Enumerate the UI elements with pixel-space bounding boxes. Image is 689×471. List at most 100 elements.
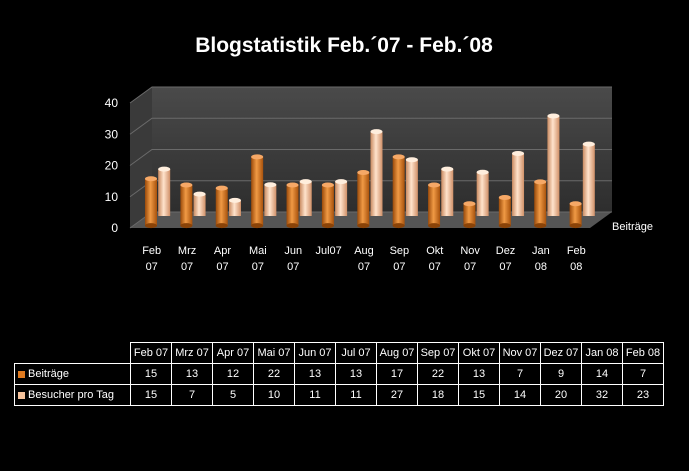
bar-beitraege	[286, 182, 299, 229]
table-header-cell: Apr 07	[212, 342, 254, 364]
table-cell: 13	[294, 363, 336, 385]
table-cell: 13	[458, 363, 500, 385]
table-cell: 9	[540, 363, 582, 385]
bar-besucher	[299, 179, 312, 216]
bar-beitraege	[321, 182, 334, 229]
x-tick-label: Mai 07	[249, 245, 267, 273]
y-axis-ticks: 0 10 20 30 40	[105, 96, 119, 235]
table-cell: 7	[622, 363, 664, 385]
table-corner	[15, 343, 131, 364]
series-label: Beiträge	[14, 363, 131, 385]
x-tick-label: Dez 07	[496, 245, 516, 273]
table-cell: 17	[376, 363, 418, 385]
table-header-cell: Jun 07	[294, 342, 336, 364]
bars	[144, 113, 595, 229]
table-header-cell: Mrz 07	[171, 342, 213, 364]
table-header-cell: Dez 07	[540, 342, 582, 364]
table-header-cell: Mai 07	[253, 342, 295, 364]
bar-besucher	[405, 157, 418, 216]
depth-axis-label: Beiträge	[612, 221, 653, 233]
table-header-cell: Jul 07	[335, 342, 377, 364]
table-row: Besucher pro Tag 15 7 5 10 11 11 27 18 15 14 20 32 23	[14, 384, 664, 406]
bar-beitraege	[569, 201, 582, 229]
table-header-cell: Okt 07	[458, 342, 500, 364]
bar-beitraege	[534, 179, 547, 229]
bar-beitraege	[180, 182, 193, 229]
table-cell: 23	[622, 384, 664, 406]
x-tick-label: Jun 07	[284, 245, 302, 273]
series-label: Besucher pro Tag	[14, 384, 131, 406]
bar-beitraege	[215, 185, 228, 229]
table-cell: 32	[581, 384, 623, 406]
y-tick-label: 0	[111, 221, 118, 235]
gridline	[129, 117, 612, 135]
table-header-cell: Sep 07	[417, 342, 459, 364]
table-cell: 7	[171, 384, 213, 406]
legend-swatch	[18, 370, 25, 378]
x-tick-label: Apr 07	[214, 245, 231, 273]
bar-besucher	[158, 166, 171, 216]
bar-besucher	[441, 166, 454, 216]
gridline	[129, 149, 612, 166]
bar-besucher	[476, 169, 489, 216]
table-cell: 7	[499, 363, 541, 385]
x-tick-label: Mrz 07	[178, 245, 196, 273]
table-header-cell: Jan 08	[581, 342, 623, 364]
table-row: Beiträge 15 13 12 22 13 13 17 22 13 7 9 14 7	[14, 363, 664, 385]
bar-beitraege	[144, 176, 157, 229]
chart-title: Blogstatistik Feb.´07 - Feb.´08	[195, 34, 493, 57]
gridline	[129, 86, 612, 104]
bar-besucher	[264, 182, 277, 216]
bar-besucher	[335, 179, 348, 216]
table-cell: 14	[581, 363, 623, 385]
x-tick-label: Jul07	[315, 245, 341, 257]
table-cell: 18	[417, 384, 459, 406]
table-cell: 11	[335, 384, 377, 406]
bar-besucher	[512, 151, 525, 216]
table-header-cell: Nov 07	[499, 342, 541, 364]
table-cell: 13	[335, 363, 377, 385]
bar-beitraege	[428, 182, 441, 229]
bar-beitraege	[498, 194, 511, 229]
table-cell: 14	[499, 384, 541, 406]
x-tick-label: Jan 08	[532, 245, 550, 273]
x-tick-label: Sep 07	[390, 245, 410, 273]
table-cell: 10	[253, 384, 295, 406]
bar-beitraege	[392, 154, 405, 229]
x-tick-label: Aug 07	[354, 245, 374, 273]
table-cell: 15	[458, 384, 500, 406]
floor	[130, 212, 612, 228]
bar-besucher	[228, 197, 241, 216]
x-tick-label: Feb 07	[142, 245, 161, 273]
x-tick-label: Nov 07	[460, 245, 480, 273]
bar-besucher	[193, 191, 206, 216]
table-cell: 20	[540, 384, 582, 406]
table-cell: 12	[212, 363, 254, 385]
bar-beitraege	[251, 154, 264, 229]
y-tick-label: 10	[105, 190, 119, 204]
table-header-cell: Aug 07	[376, 342, 418, 364]
table-cell: 22	[253, 363, 295, 385]
y-tick-label: 30	[105, 127, 119, 141]
legend-swatch	[18, 391, 25, 399]
table-cell: 22	[417, 363, 459, 385]
y-tick-label: 40	[105, 96, 119, 110]
table-cell: 5	[212, 384, 254, 406]
table-header-row: Feb 07 Mrz 07 Apr 07 Mai 07 Jun 07 Jul 07 Aug …	[15, 342, 664, 364]
x-axis-ticks: Feb 07 Mrz 07 Apr 07 Mai 07 Jun 07 Jul07 Aug 07 Sep 07…	[142, 245, 586, 273]
data-table: Feb 07 Mrz 07 Apr 07 Mai 07 Jun 07 Jul 07 Aug …	[14, 342, 664, 406]
bar-besucher	[582, 141, 595, 216]
bar-besucher	[547, 113, 560, 216]
bar-beitraege	[463, 201, 476, 229]
x-tick-label: Okt 07	[426, 245, 443, 273]
bar-besucher	[370, 129, 383, 216]
table-header-cell: Feb 08	[622, 342, 664, 364]
x-tick-label: Feb 08	[567, 245, 586, 273]
bar-beitraege	[357, 169, 370, 229]
table-cell: 11	[294, 384, 336, 406]
table-cell: 15	[130, 363, 172, 385]
table-cell: 15	[130, 384, 172, 406]
table-header-cell: Feb 07	[130, 342, 172, 364]
y-tick-label: 20	[105, 159, 119, 173]
